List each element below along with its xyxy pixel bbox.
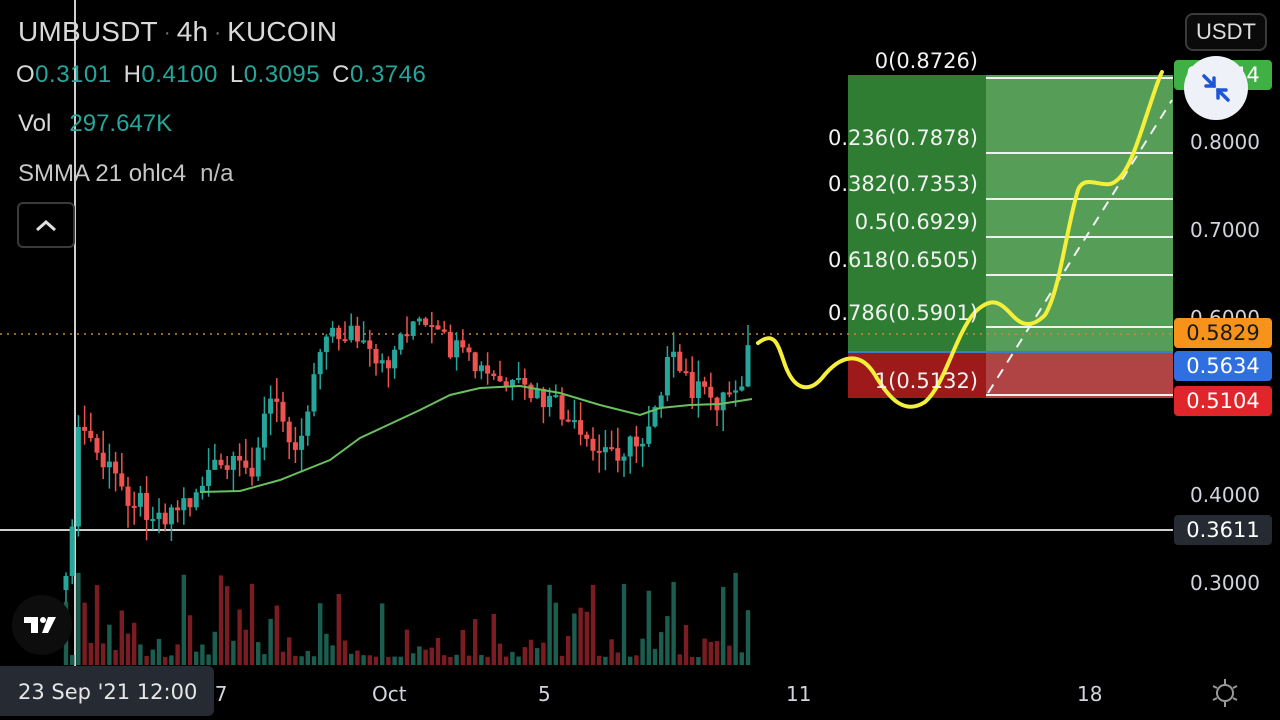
- fib-level-label: 0.5(0.6929): [854, 210, 978, 234]
- price-tick: 0.7000: [1190, 218, 1260, 242]
- close-value: 0.3746: [349, 61, 427, 88]
- time-tick: 11: [786, 682, 812, 706]
- smma-legend[interactable]: SMMA 21 ohlc4 n/a: [18, 160, 233, 188]
- collapse-legend-button[interactable]: [17, 202, 75, 248]
- volume-bars: [63, 572, 751, 665]
- volume-legend[interactable]: Vol 297.647K: [18, 110, 173, 137]
- symbol-title[interactable]: UMBUSDT · 4h · KUCOIN: [18, 16, 338, 47]
- fullscreen-toggle-button[interactable]: [1184, 56, 1248, 120]
- time-tick: 5: [538, 682, 551, 706]
- exchange: KUCOIN: [227, 16, 338, 47]
- tradingview-logo-icon: [24, 617, 56, 633]
- price-tag: 0.5104: [1174, 386, 1272, 416]
- fib-level-label: 0.618(0.6505): [828, 248, 978, 272]
- chevron-up-icon: [36, 219, 56, 232]
- volume-value: 297.647K: [69, 110, 173, 137]
- price-tick: 0.8000: [1190, 130, 1260, 154]
- crosshair-time-label: 23 Sep '21 12:00: [0, 666, 214, 716]
- time-tick: 18: [1077, 682, 1103, 706]
- price-tag: 0.5829: [1174, 318, 1272, 348]
- price-tag: 0.3611: [1174, 515, 1272, 545]
- price-tick: 0.3000: [1190, 571, 1260, 595]
- time-tick: Oct: [372, 682, 407, 706]
- high-value: 0.4100: [141, 61, 218, 88]
- smma-line: [199, 384, 753, 493]
- fib-level-label: 1(0.5132): [874, 369, 978, 393]
- open-value: 0.3101: [35, 61, 112, 88]
- fib-level-label: 0.236(0.7878): [828, 126, 978, 150]
- currency-button[interactable]: USDT: [1185, 13, 1267, 51]
- interval: 4h: [176, 16, 209, 47]
- ohlc-values: O0.3101 H0.4100 L0.3095 C0.3746: [16, 61, 427, 88]
- fib-level-label: 0.786(0.5901): [828, 301, 978, 325]
- projection-drawing: [756, 70, 1164, 409]
- price-tag: 0.5634: [1174, 351, 1272, 381]
- indicator-name: SMMA 21 ohlc4: [18, 160, 187, 187]
- fib-level-label: 0(0.8726): [874, 49, 978, 73]
- candlesticks: [63, 311, 751, 603]
- symbol-name: UMBUSDT: [18, 16, 158, 47]
- indicator-value: n/a: [200, 160, 234, 187]
- tradingview-logo[interactable]: [12, 595, 72, 655]
- collapse-arrows-icon: [1202, 74, 1230, 102]
- fib-level-label: 0.382(0.7353): [828, 172, 978, 196]
- fib-retracement-tool[interactable]: [848, 75, 1173, 398]
- price-tick: 0.4000: [1190, 483, 1260, 507]
- low-value: 0.3095: [243, 61, 321, 88]
- gear-icon: [1212, 679, 1238, 707]
- settings-button[interactable]: [1208, 676, 1242, 710]
